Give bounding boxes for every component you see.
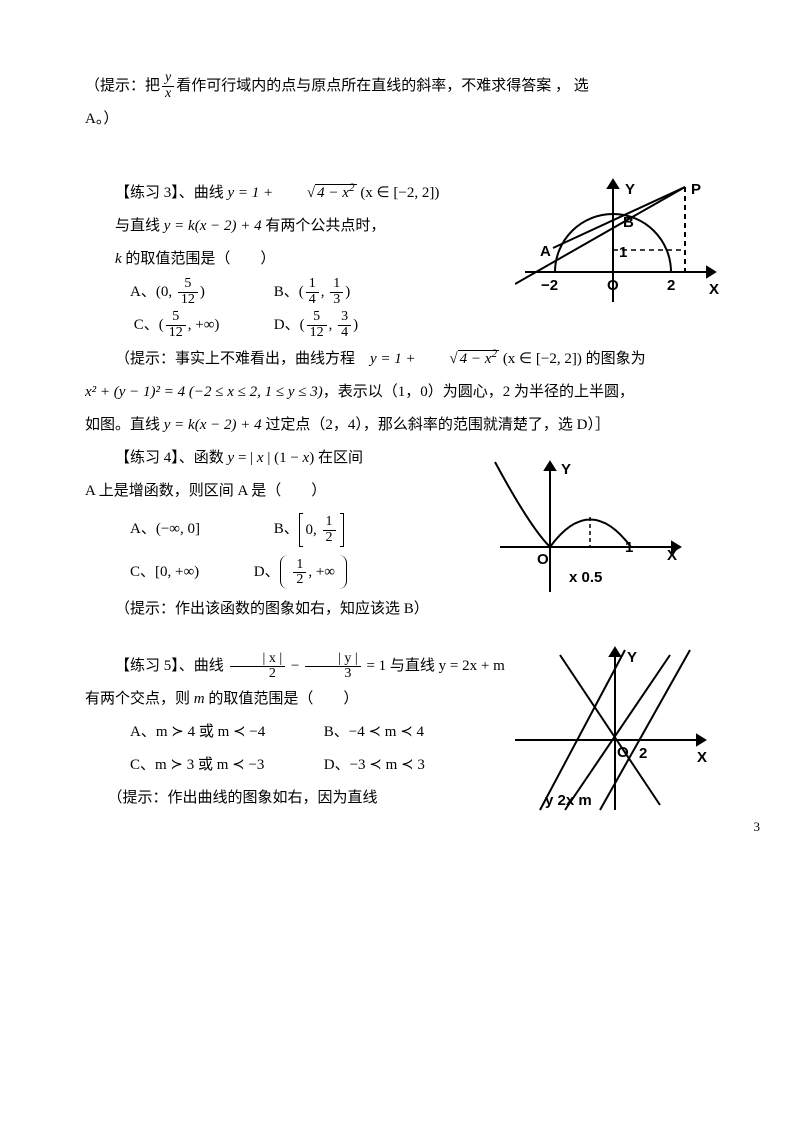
svg-text:X: X [697, 749, 707, 766]
svg-text:2: 2 [639, 745, 647, 762]
figure-5: Y O 2 X y 2x m [505, 640, 720, 833]
ex3-hint3: 如图。直线 y = k(x − 2) + 4 过定点（2，4），那么斜率的范围就… [85, 409, 730, 442]
svg-text:2: 2 [667, 277, 675, 294]
figure-4: Y O 1 X x 0.5 [485, 452, 700, 615]
svg-text:−2: −2 [541, 277, 558, 294]
svg-text:y 2x m: y 2x m [545, 792, 592, 809]
svg-text:1: 1 [625, 539, 633, 556]
svg-text:Y: Y [561, 461, 571, 478]
svg-text:x 0.5: x 0.5 [569, 569, 602, 586]
ex3-hint2: x² + (y − 1)² = 4 (−2 ≤ x ≤ 2, 1 ≤ y ≤ 3… [85, 376, 730, 409]
svg-text:O: O [537, 551, 549, 568]
svg-text:P: P [691, 181, 701, 198]
exercise-3: Y P B 1 A −2 O 2 X 【练习 3】、曲线 y = 1 + √4 … [85, 176, 730, 442]
svg-text:O: O [617, 744, 629, 761]
svg-text:Y: Y [627, 649, 637, 666]
svg-text:1: 1 [619, 244, 627, 261]
svg-text:A: A [540, 243, 551, 260]
svg-text:B: B [623, 214, 634, 231]
hint0: （提示：把yx看作可行域内的点与原点所在直线的斜率，不难求得答案 ， 选 [85, 70, 730, 103]
text: （提示：把 [85, 78, 160, 94]
page: （提示：把yx看作可行域内的点与原点所在直线的斜率，不难求得答案 ， 选 A。） [0, 0, 800, 855]
ex3-hint1: （提示：事实上不难看出，曲线方程 y = 1 + √4 − x2 (x ∈ [−… [85, 342, 730, 376]
exercise-5: Y O 2 X y 2x m 【练习 5】、曲线 | x |2 − | y |3… [85, 650, 730, 815]
hint0-line2: A。） [85, 103, 730, 136]
svg-text:O: O [607, 277, 619, 294]
text: 看作可行域内的点与原点所在直线的斜率，不难求得答案 ， 选 [176, 78, 589, 94]
page-number: 3 [754, 813, 761, 842]
exercise-4: Y O 1 X x 0.5 【练习 4】、函数 y = | x | (1 − x… [85, 442, 730, 626]
svg-text:X: X [667, 547, 677, 564]
svg-text:Y: Y [625, 181, 635, 198]
svg-text:X: X [709, 281, 719, 298]
figure-3: Y P B 1 A −2 O 2 X [515, 172, 730, 325]
